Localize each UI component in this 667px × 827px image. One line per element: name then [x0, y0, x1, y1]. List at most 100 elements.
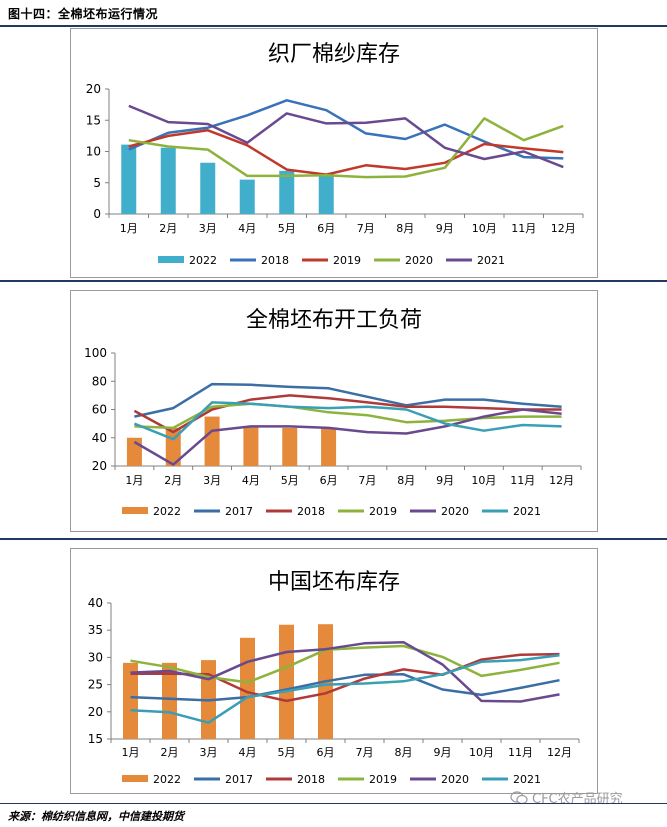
legend-item-2019: 2019	[302, 254, 361, 267]
x-tick-label: 8月	[395, 746, 413, 759]
x-tick-label: 6月	[317, 746, 335, 759]
series-line-2021	[130, 653, 560, 724]
legend-label: 2017	[225, 773, 253, 786]
legend-item-2018: 2018	[266, 505, 325, 518]
y-tick-label: 0	[93, 207, 101, 221]
x-tick-label: 2月	[164, 474, 182, 487]
legend-item-2017: 2017	[194, 505, 253, 518]
x-tick-label: 10月	[469, 746, 494, 759]
bar-2022-6	[321, 427, 337, 466]
x-tick-label: 4月	[239, 746, 257, 759]
series-line-2021	[128, 104, 564, 169]
figure-title: 图十四：全棉坯布运行情况	[8, 7, 159, 21]
header-divider	[0, 25, 667, 27]
x-tick-label: 3月	[199, 222, 217, 235]
chart-svg: 织厂棉纱库存 0 5 10 15 20 1月 2月 3月 4月 5月 6月 7月 8月 9月 10月 11月 12…	[86, 42, 584, 267]
legend-label: 2021	[513, 773, 541, 786]
x-tick-label: 9月	[436, 474, 454, 487]
bar-2022-2	[160, 147, 176, 214]
legend-item-2021: 2021	[446, 254, 505, 267]
x-tick-label: 7月	[356, 746, 374, 759]
x-tick-label: 9月	[434, 746, 452, 759]
legend-label: 2018	[297, 505, 325, 518]
legend-label: 2021	[513, 505, 541, 518]
bar-2022-3	[204, 416, 220, 466]
y-tick-label: 25	[88, 678, 103, 692]
y-tick-label: 80	[92, 374, 107, 388]
y-tick-label: 40	[88, 596, 103, 610]
legend-label: 2020	[441, 505, 469, 518]
legend-item-2022: 2022	[158, 254, 217, 267]
x-tick-label: 6月	[317, 222, 335, 235]
x-tick-label: 10月	[472, 222, 497, 235]
legend-item-2018: 2018	[266, 773, 325, 786]
source-note: 来源：棉纺织信息网，中信建投期货	[8, 810, 184, 823]
x-tick-label: 3月	[200, 746, 218, 759]
bar-2022-3	[200, 162, 216, 214]
y-tick-label: 5	[93, 176, 101, 190]
section-divider	[0, 538, 667, 540]
x-tick-label: 4月	[242, 474, 260, 487]
section-divider	[0, 280, 667, 282]
footer-divider	[0, 803, 667, 804]
legend-label: 2017	[225, 505, 253, 518]
x-tick-label: 7月	[358, 474, 376, 487]
x-tick-label: 11月	[511, 222, 536, 235]
bar-2022-5	[282, 427, 298, 466]
x-tick-label: 7月	[357, 222, 375, 235]
x-tick-label: 5月	[278, 746, 296, 759]
chart-svg: 中国坯布库存 15 20 25 30 35 40 1月 2月 3月 4月 5月 6月 7月 8月 9月 10月 1…	[88, 570, 580, 786]
bar-2022-4	[243, 426, 259, 466]
legend-label: 2020	[405, 254, 433, 267]
legend-label: 2019	[333, 254, 361, 267]
series-line-2020	[130, 640, 560, 703]
bar-2022-1	[121, 144, 137, 214]
x-tick-label: 12月	[547, 746, 572, 759]
legend-item-2019: 2019	[338, 773, 397, 786]
y-tick-label: 15	[88, 732, 103, 746]
x-tick-label: 4月	[238, 222, 256, 235]
series-line-2020	[133, 408, 562, 466]
x-tick-label: 3月	[203, 474, 221, 487]
y-tick-label: 20	[86, 82, 101, 96]
report-header: 图十四：全棉坯布运行情况	[0, 0, 667, 28]
legend-label: 2018	[297, 773, 325, 786]
bar-2022-2	[162, 662, 177, 739]
legend-label: 2022	[153, 505, 181, 518]
bar-2022-5	[279, 624, 294, 739]
y-tick-label: 100	[84, 346, 107, 360]
series-line-2017	[130, 673, 560, 702]
y-tick-label: 40	[92, 431, 107, 445]
legend-item-2022: 2022	[122, 505, 181, 518]
x-tick-label: 11月	[510, 474, 535, 487]
legend-item-2020: 2020	[410, 773, 469, 786]
chart-svg: 全棉坯布开工负荷 20 40 60 80 100 1月 2月 3月 4月 5月 6月 7月 8月 9月 10月…	[84, 308, 582, 518]
bar-2022-6	[318, 173, 334, 214]
x-tick-label: 5月	[281, 474, 299, 487]
series-line-2017	[134, 382, 562, 418]
series-line-2021	[133, 401, 562, 441]
legend-label: 2022	[153, 773, 181, 786]
watermark: CFC农产品研究	[510, 788, 623, 809]
legend-item-2020: 2020	[410, 505, 469, 518]
chart-title: 织厂棉纱库存	[268, 42, 400, 67]
y-tick-label: 15	[86, 113, 101, 127]
legend-item-2022: 2022	[122, 773, 181, 786]
x-tick-label: 6月	[320, 474, 338, 487]
chart-yarn-inventory: 织厂棉纱库存 0 5 10 15 20 1月 2月 3月 4月 5月 6月 7月 8月 9月 10月 11月 12…	[70, 28, 598, 278]
y-tick-label: 30	[88, 650, 103, 664]
legend-item-2021: 2021	[482, 773, 541, 786]
x-tick-label: 1月	[122, 746, 140, 759]
x-tick-label: 11月	[508, 746, 533, 759]
y-tick-label: 60	[92, 403, 107, 417]
x-tick-label: 12月	[551, 222, 576, 235]
y-tick-label: 35	[88, 623, 103, 637]
series-line-2020	[128, 117, 564, 179]
x-tick-label: 5月	[278, 222, 296, 235]
chart-loom-load: 全棉坯布开工负荷 20 40 60 80 100 1月 2月 3月 4月 5月 6月 7月 8月 9月 10月…	[70, 290, 598, 532]
watermark-text: CFC农产品研究	[532, 792, 623, 807]
bar-2022-1	[123, 662, 138, 739]
chart-title: 中国坯布库存	[268, 570, 400, 595]
x-tick-label: 10月	[471, 474, 496, 487]
legend-item-2019: 2019	[338, 505, 397, 518]
